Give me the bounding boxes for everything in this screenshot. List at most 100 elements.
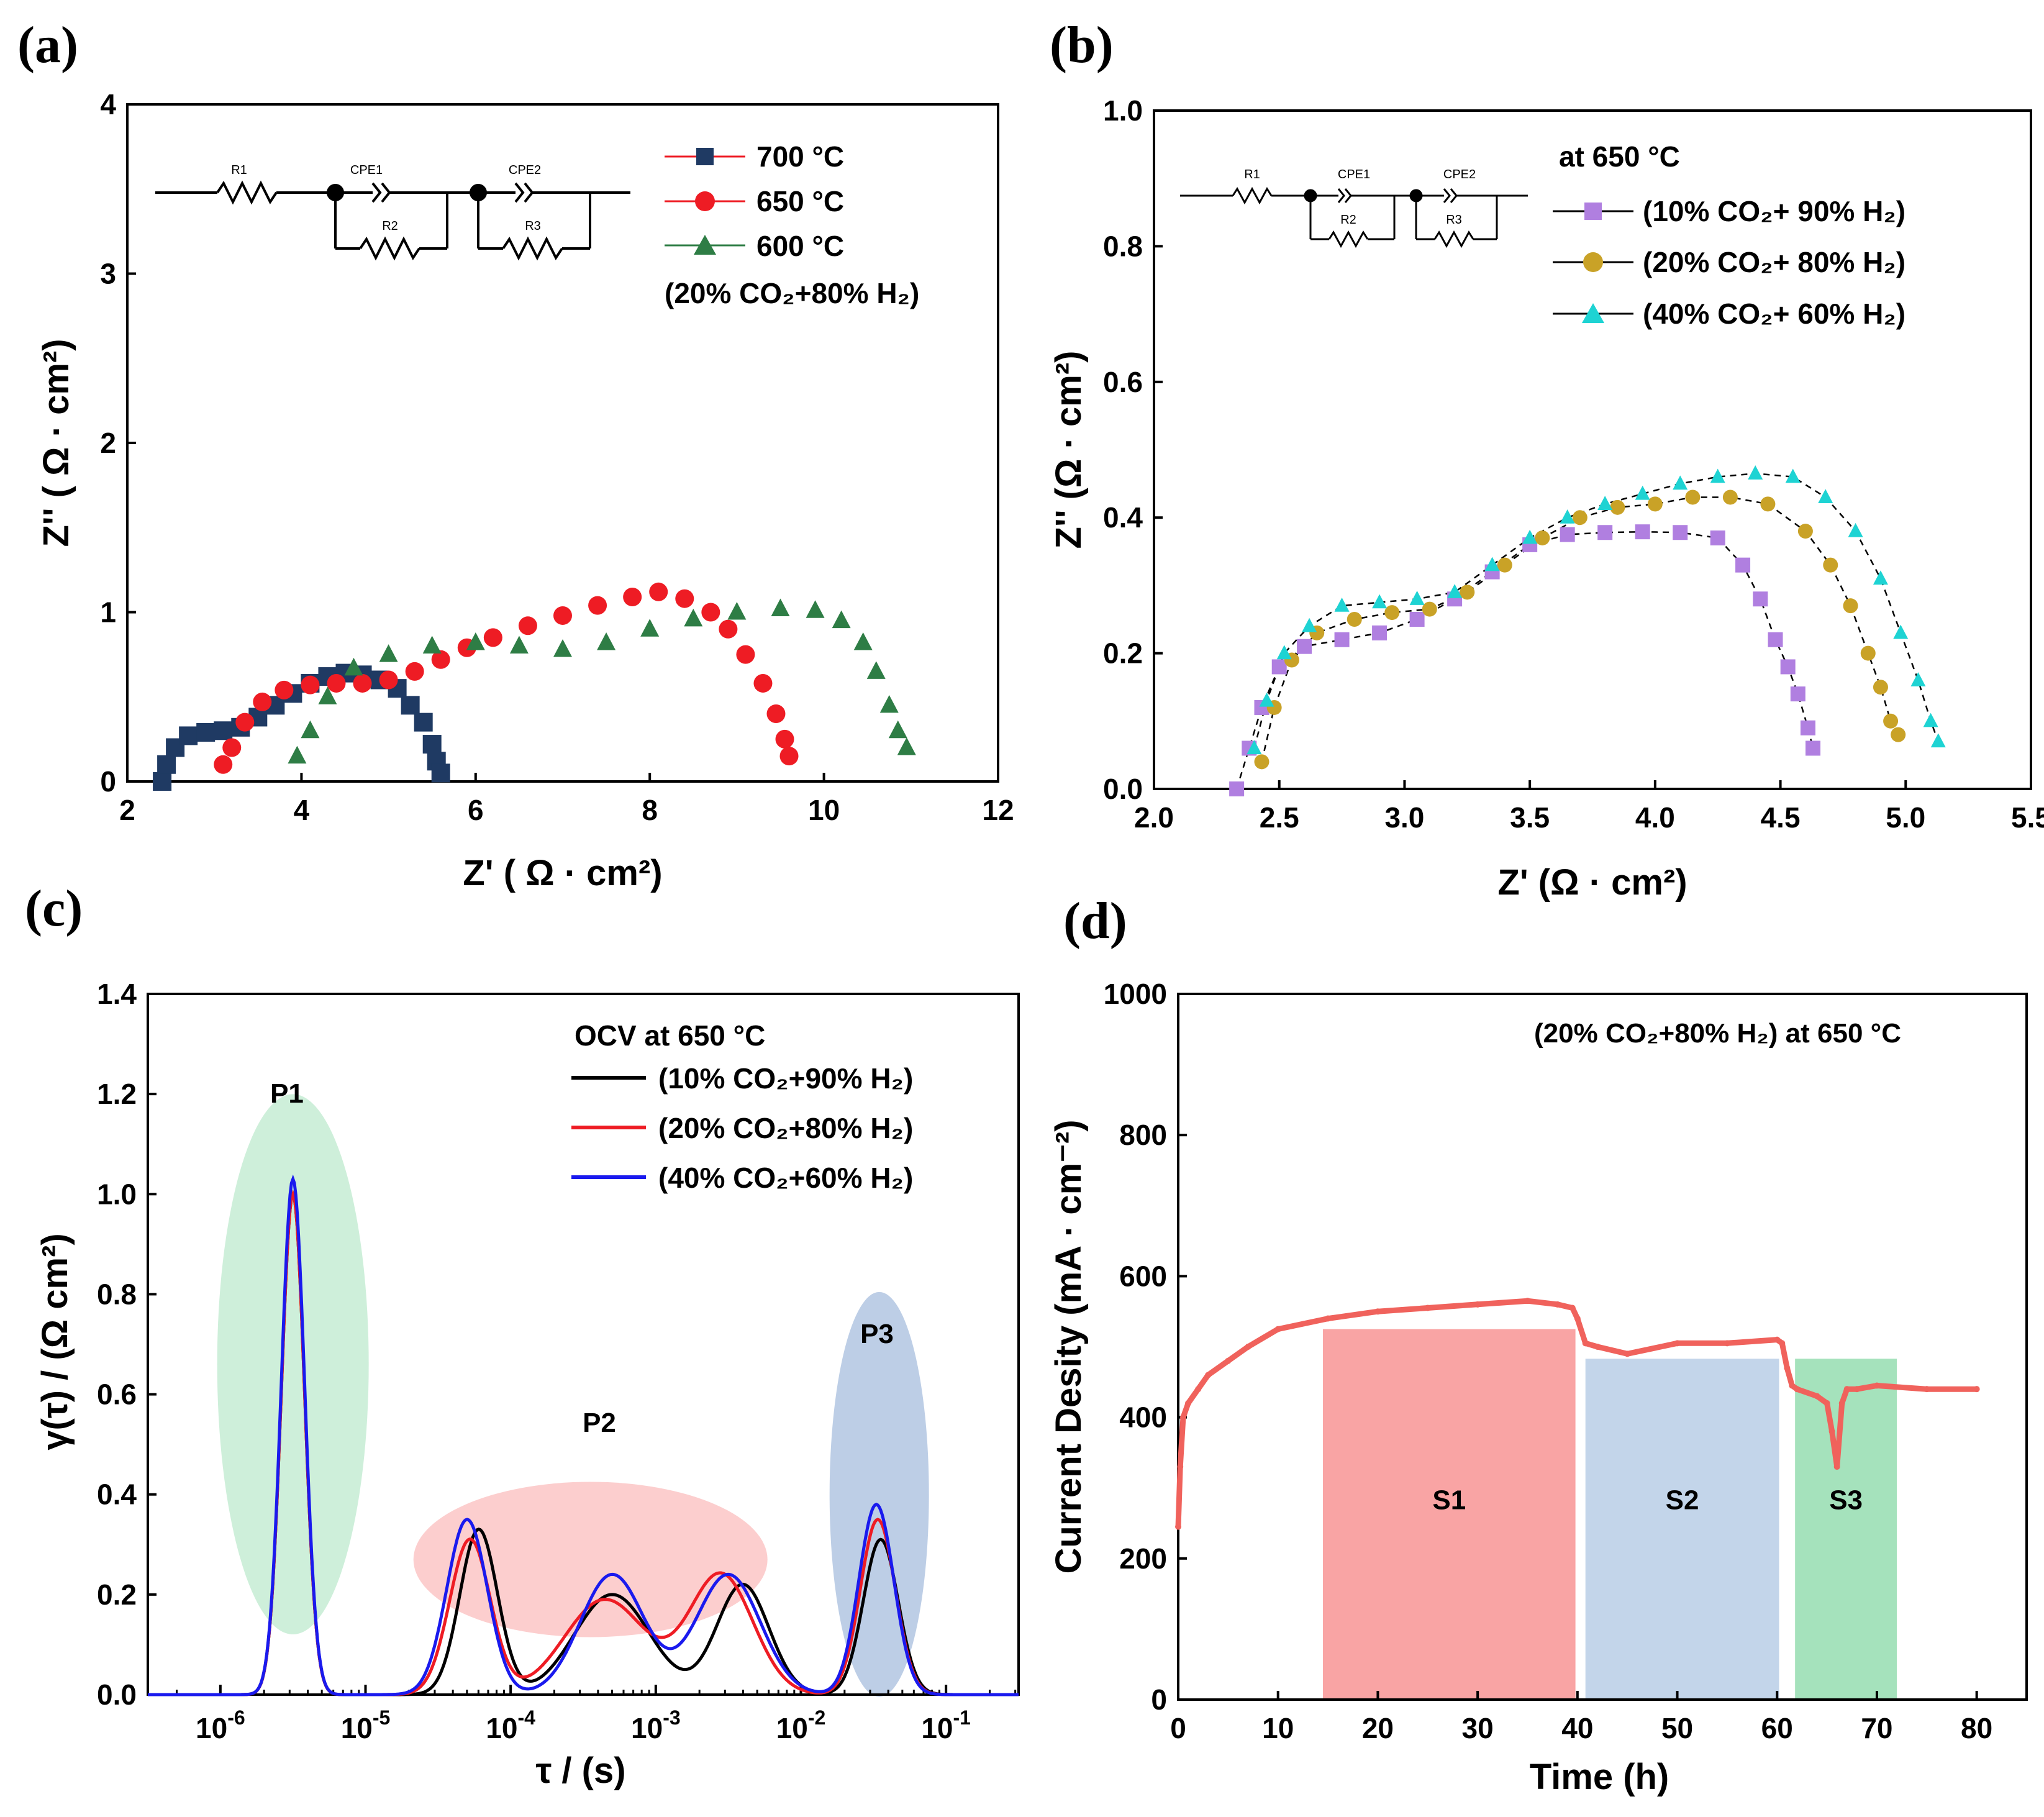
b-point-1-10 [1572, 510, 1588, 526]
a-point-1-8 [379, 670, 398, 690]
b-point-0-20 [1790, 686, 1806, 702]
a-point-1-14 [553, 606, 572, 625]
b-point-1-15 [1760, 496, 1776, 512]
panel-b-circuit [1180, 186, 1528, 248]
d-point-11 [1424, 1305, 1431, 1311]
panel-c: (c) 10-6 10-5 10-4 10-3 10-2 10-1 0.0 0.2 0.4 0.6… [25, 880, 1020, 1791]
d-stage-S1 [1323, 1329, 1576, 1700]
panel-c-data [148, 1174, 1019, 1696]
a-xtick-label: 12 [982, 794, 1014, 826]
d-xtick-label: 40 [1561, 1712, 1593, 1744]
b-xtick-label: 5.0 [1886, 801, 1925, 834]
c-legend-20: (20% CO₂+80% H₂) [658, 1112, 913, 1144]
c-peak-p3: P3 [860, 1319, 894, 1349]
c-ytick-label: 1.4 [97, 978, 137, 1010]
panel-d-stages: S1 S2 S3 [1323, 1329, 1897, 1700]
a-point-1-19 [701, 603, 720, 622]
a-point-2-12 [727, 602, 747, 620]
b-point-0-17 [1753, 591, 1768, 607]
a-xtick-label: 2 [119, 794, 135, 826]
c-legend-10: (10% CO₂+90% H₂) [658, 1062, 913, 1095]
a-point-1-23 [766, 704, 786, 723]
a-point-0-20 [431, 763, 450, 783]
b-circuit-cpe2: CPE2 [1443, 168, 1476, 181]
b-point-2-20 [1893, 624, 1909, 639]
a-ytick-label: 4 [100, 88, 116, 121]
d-point-33 [1853, 1386, 1860, 1393]
c-line-2 [148, 1174, 1019, 1696]
panel-c-xlabel: τ / (s) [535, 1751, 625, 1791]
a-ytick-label: 3 [100, 258, 116, 290]
b-point-0-13 [1635, 524, 1650, 540]
b-point-1-7 [1460, 585, 1475, 600]
d-point-0 [1175, 1523, 1181, 1530]
b-point-1-6 [1422, 601, 1437, 617]
b-point-0-0 [1229, 781, 1245, 796]
b-point-1-13 [1685, 490, 1701, 505]
b-point-2-21 [1910, 672, 1926, 686]
a-point-1-15 [588, 596, 607, 615]
b-point-1-18 [1843, 598, 1858, 614]
c-ytick-label: 1.0 [97, 1178, 137, 1210]
a-point-1-7 [353, 673, 372, 693]
a-point-1-24 [775, 729, 794, 749]
panel-b-xlabel: Z' (Ω · cm²) [1497, 862, 1687, 903]
d-xtick-label: 0 [1170, 1712, 1186, 1744]
d-point-35 [1924, 1386, 1930, 1393]
d-point-36 [1973, 1386, 1980, 1393]
c-ytick-label: 0.0 [97, 1678, 137, 1711]
d-point-20 [1674, 1340, 1681, 1347]
a-point-2-3 [344, 657, 363, 676]
b-point-1-9 [1535, 530, 1550, 545]
panel-a-circuit [155, 180, 630, 261]
a-point-0-3 [179, 726, 198, 745]
c-xtick-label: 10-4 [486, 1706, 535, 1744]
b-point-1-5 [1384, 605, 1400, 621]
b-point-1-16 [1797, 524, 1813, 539]
a-xtick-label: 10 [808, 794, 840, 826]
d-point-17 [1582, 1340, 1589, 1347]
d-ytick-label: 600 [1119, 1260, 1167, 1292]
b-fit-line-0 [1235, 531, 1814, 790]
b-point-2-18 [1848, 522, 1863, 537]
d-annotation: (20% CO₂+80% H₂) at 650 °C [1534, 1018, 1901, 1049]
b-circuit-r3: R3 [1446, 213, 1462, 227]
a-point-1-22 [753, 673, 773, 693]
b-ytick-label: 0.6 [1103, 366, 1143, 398]
d-stage-S2 [1585, 1359, 1779, 1700]
b-point-0-18 [1768, 632, 1783, 647]
b-ytick-label: 0.4 [1103, 501, 1143, 534]
b-point-0-14 [1673, 525, 1688, 540]
panel-a-frame [126, 103, 999, 783]
a-point-1-2 [235, 713, 255, 732]
b-point-1-19 [1860, 645, 1876, 661]
d-point-14 [1554, 1301, 1561, 1308]
a-point-0-4 [196, 722, 216, 742]
c-xtick-label: 10-2 [776, 1706, 826, 1744]
a-point-0-1 [157, 755, 176, 774]
b-point-0-3 [1271, 659, 1287, 675]
b-ytick-label: 0.2 [1103, 637, 1143, 670]
d-point-6 [1225, 1357, 1232, 1364]
panel-c-legend: OCV at 650 °C (10% CO₂+90% H₂) (20% CO₂+… [571, 1019, 913, 1194]
panel-d-label: (d) [1063, 892, 1127, 950]
d-point-10 [1374, 1308, 1381, 1315]
a-point-0-5 [214, 721, 233, 740]
b-point-2-15 [1748, 465, 1763, 480]
d-point-28 [1824, 1400, 1830, 1406]
panel-b-legend: at 650 °C (10% CO₂+ 90% H₂) (20% CO₂+ 80… [1553, 140, 1905, 330]
a-point-2-19 [888, 720, 907, 739]
c-ytick-label: 1.2 [97, 1078, 137, 1110]
b-ytick-label: 0.0 [1103, 773, 1143, 805]
a-point-2-17 [866, 661, 886, 679]
d-point-23 [1779, 1340, 1786, 1347]
a-point-0-16 [401, 696, 420, 715]
a-point-2-11 [684, 608, 703, 627]
a-point-0-18 [422, 735, 442, 754]
b-xtick-label: 5.5 [2011, 801, 2044, 834]
a-point-2-14 [806, 600, 825, 618]
d-stage-label-S3: S3 [1829, 1485, 1863, 1515]
